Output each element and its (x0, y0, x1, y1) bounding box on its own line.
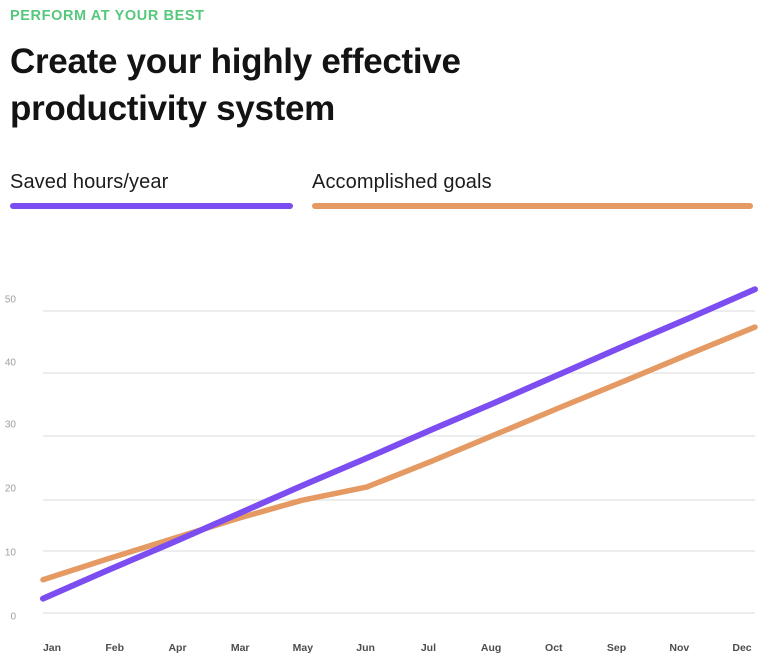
x-tick-label: Jan (43, 642, 61, 654)
page-title-line1: Create your highly effective (10, 42, 461, 81)
x-tick-label: Dec (732, 642, 751, 654)
x-axis-labels: Jan Feb Apr Mar May Jun Jul Aug Oct Sep Nov Dec (43, 642, 752, 654)
tab-saved-hours-underline (10, 203, 293, 209)
eyebrow-text: PERFORM AT YOUR BEST (10, 8, 205, 24)
y-tick-label: 30 (5, 420, 17, 431)
header: PERFORM AT YOUR BEST Create your highly … (0, 0, 768, 132)
line-chart: 50 40 30 20 10 0 Jan Feb Apr Mar May Jun Jul Aug Oct Se… (0, 270, 768, 668)
saved-hours-line (40, 286, 758, 602)
y-tick-label: 20 (5, 484, 17, 495)
page-title-line2: productivity system (10, 89, 335, 128)
x-tick-label: Apr (168, 642, 186, 654)
tab-accomplished-goals-label: Accomplished goals (312, 171, 492, 193)
accomplished-goals-line (40, 324, 758, 583)
tab-saved-hours[interactable]: Saved hours/year (10, 170, 293, 209)
y-tick-label: 50 (5, 295, 17, 306)
y-tick-label: 0 (10, 612, 16, 623)
gridlines (43, 310, 755, 614)
y-tick-label: 40 (5, 358, 17, 369)
chart-legend-tabs: Saved hours/year Accomplished goals (10, 170, 753, 209)
x-tick-label: Jun (356, 642, 375, 654)
x-tick-label: Mar (231, 642, 250, 654)
tab-accomplished-goals-underline (312, 203, 753, 209)
x-tick-label: May (293, 642, 314, 654)
page-title: Create your highly effective productivity… (10, 38, 755, 132)
tab-accomplished-goals[interactable]: Accomplished goals (312, 170, 753, 209)
tab-saved-hours-label: Saved hours/year (10, 171, 169, 193)
line-chart-svg: 50 40 30 20 10 0 Jan Feb Apr Mar May Jun Jul Aug Oct Se… (5, 286, 758, 654)
x-tick-label: Jul (421, 642, 436, 654)
x-tick-label: Sep (607, 642, 626, 654)
x-tick-label: Oct (545, 642, 563, 654)
y-tick-label: 10 (5, 548, 17, 559)
x-tick-label: Nov (669, 642, 689, 654)
x-tick-label: Feb (105, 642, 124, 654)
x-tick-label: Aug (481, 642, 501, 654)
y-axis-labels: 50 40 30 20 10 0 (5, 295, 17, 623)
